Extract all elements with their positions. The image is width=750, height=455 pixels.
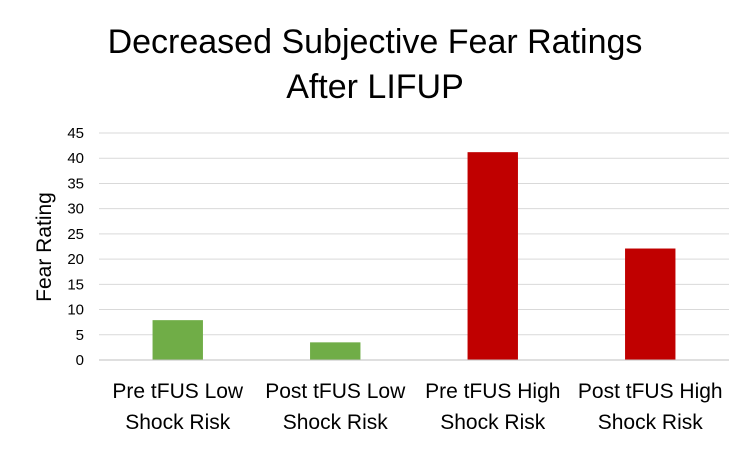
x-category-label: Pre tFUS High Shock Risk bbox=[425, 380, 560, 434]
x-category-label: Post tFUS Low Shock Risk bbox=[265, 380, 406, 434]
y-tick-label: 25 bbox=[67, 226, 84, 243]
y-axis-label: Fear Rating bbox=[33, 192, 56, 302]
y-axis-ticks: 0 5 10 15 20 25 30 35 40 45 bbox=[67, 125, 84, 369]
bar bbox=[625, 248, 676, 360]
y-tick-label: 35 bbox=[67, 175, 84, 192]
y-tick-label: 10 bbox=[67, 302, 84, 319]
x-category-label: Post tFUS High Shock Risk bbox=[578, 380, 723, 434]
y-tick-label: 15 bbox=[67, 276, 84, 293]
y-tick-label: 5 bbox=[76, 327, 84, 344]
y-tick-label: 0 bbox=[76, 352, 84, 369]
x-axis-categories: Pre tFUS Low Shock Risk Post tFUS Low Shock… bbox=[112, 380, 722, 434]
gridlines bbox=[99, 132, 729, 336]
y-tick-label: 45 bbox=[67, 125, 84, 142]
chart-title-line-1: Decreased Subjective Fear Ratings bbox=[108, 23, 643, 61]
y-tick-label: 40 bbox=[67, 150, 84, 167]
y-tick-label: 20 bbox=[67, 251, 84, 268]
bar bbox=[310, 342, 361, 360]
chart-title-line-2: After LIFUP bbox=[286, 68, 464, 106]
bar bbox=[152, 320, 203, 360]
x-category-label: Pre tFUS Low Shock Risk bbox=[112, 380, 244, 434]
bars bbox=[152, 152, 676, 360]
bar bbox=[467, 152, 518, 360]
y-tick-label: 30 bbox=[67, 201, 84, 218]
